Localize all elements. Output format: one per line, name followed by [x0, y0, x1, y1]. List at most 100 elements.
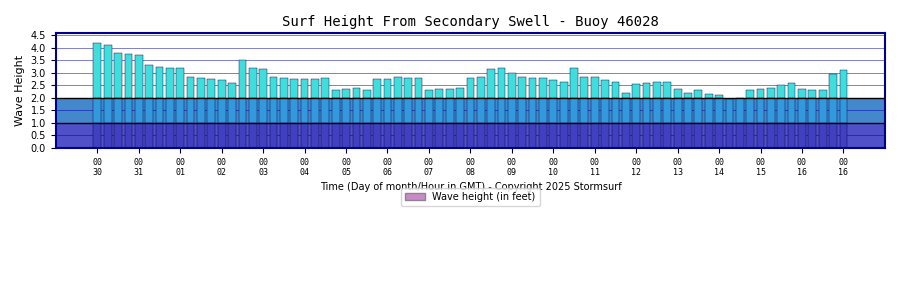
Bar: [684, 98, 692, 123]
Bar: [383, 79, 392, 98]
Bar: [570, 98, 578, 123]
Bar: [695, 123, 702, 148]
Bar: [487, 69, 495, 98]
Bar: [229, 83, 236, 98]
Bar: [705, 123, 713, 148]
Bar: [456, 98, 464, 123]
Bar: [332, 98, 339, 123]
Bar: [684, 123, 692, 148]
Bar: [229, 98, 236, 123]
Bar: [757, 123, 764, 148]
X-axis label: Time (Day of month/Hour in GMT) - Copyright 2025 Stormsurf: Time (Day of month/Hour in GMT) - Copyri…: [320, 182, 621, 193]
Bar: [560, 82, 568, 98]
Bar: [425, 98, 433, 123]
Bar: [124, 123, 132, 148]
Bar: [684, 93, 692, 98]
Bar: [383, 123, 392, 148]
Bar: [311, 98, 319, 123]
Bar: [156, 98, 164, 123]
Bar: [404, 98, 412, 123]
Bar: [197, 78, 205, 98]
Bar: [104, 123, 112, 148]
Bar: [94, 123, 101, 148]
Bar: [425, 123, 433, 148]
Bar: [653, 123, 661, 148]
Bar: [280, 78, 288, 98]
Bar: [374, 79, 381, 98]
Bar: [135, 98, 143, 123]
Bar: [508, 98, 516, 123]
Bar: [270, 98, 277, 123]
Bar: [643, 83, 651, 98]
Bar: [135, 56, 143, 98]
Bar: [808, 90, 816, 98]
Bar: [56, 33, 885, 98]
Bar: [746, 90, 754, 98]
Bar: [590, 123, 598, 148]
Bar: [94, 43, 101, 98]
Bar: [124, 98, 132, 123]
Bar: [291, 98, 298, 123]
Bar: [321, 98, 329, 123]
Bar: [208, 123, 215, 148]
Bar: [466, 123, 474, 148]
Bar: [695, 98, 702, 123]
Bar: [456, 88, 464, 98]
Y-axis label: Wave Height: Wave Height: [15, 55, 25, 126]
Bar: [549, 98, 557, 123]
Bar: [487, 123, 495, 148]
Bar: [549, 80, 557, 98]
Bar: [238, 98, 247, 123]
Bar: [798, 89, 806, 98]
Bar: [695, 90, 702, 98]
Bar: [819, 90, 826, 98]
Bar: [114, 98, 122, 123]
Bar: [840, 98, 847, 123]
Bar: [374, 123, 381, 148]
Bar: [301, 98, 309, 123]
Bar: [767, 123, 775, 148]
Bar: [746, 123, 754, 148]
Bar: [778, 85, 785, 98]
Bar: [270, 123, 277, 148]
Bar: [156, 123, 164, 148]
Bar: [104, 98, 112, 123]
Bar: [798, 98, 806, 123]
Bar: [404, 123, 412, 148]
Bar: [186, 76, 194, 98]
Bar: [528, 98, 536, 123]
Bar: [808, 98, 816, 123]
Bar: [436, 123, 443, 148]
Bar: [301, 79, 309, 98]
Bar: [601, 98, 609, 123]
Bar: [291, 79, 298, 98]
Bar: [114, 123, 122, 148]
Bar: [736, 98, 743, 123]
Bar: [466, 98, 474, 123]
Bar: [674, 98, 681, 123]
Bar: [197, 123, 205, 148]
Bar: [716, 98, 723, 123]
Bar: [778, 98, 785, 123]
Bar: [716, 123, 723, 148]
Bar: [508, 123, 516, 148]
Bar: [321, 123, 329, 148]
Bar: [415, 98, 422, 123]
Bar: [363, 123, 371, 148]
Bar: [674, 89, 681, 98]
Bar: [238, 60, 247, 98]
Bar: [829, 74, 837, 98]
Bar: [612, 123, 619, 148]
Bar: [788, 83, 796, 98]
Bar: [663, 82, 671, 98]
Bar: [176, 68, 184, 98]
Bar: [487, 98, 495, 123]
Bar: [498, 123, 506, 148]
Bar: [238, 123, 247, 148]
Bar: [145, 65, 153, 98]
Bar: [456, 123, 464, 148]
Bar: [829, 123, 837, 148]
Bar: [633, 98, 640, 123]
Bar: [840, 70, 847, 98]
Bar: [291, 123, 298, 148]
